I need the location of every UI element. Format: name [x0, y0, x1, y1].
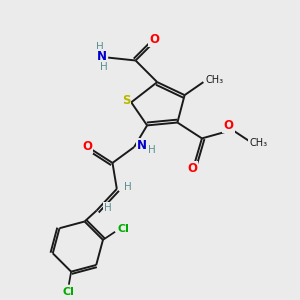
Text: O: O: [224, 119, 233, 132]
Text: H: H: [148, 145, 155, 155]
Text: O: O: [188, 162, 197, 175]
Text: Cl: Cl: [117, 224, 129, 234]
Text: CH₃: CH₃: [249, 138, 267, 148]
Text: O: O: [82, 140, 92, 153]
Text: CH₃: CH₃: [205, 75, 224, 85]
Text: S: S: [122, 94, 130, 107]
Text: N: N: [97, 50, 107, 63]
Text: H: H: [100, 62, 108, 72]
Text: O: O: [149, 33, 159, 46]
Text: N: N: [137, 139, 147, 152]
Text: H: H: [124, 182, 132, 192]
Text: H: H: [96, 42, 104, 52]
Text: H: H: [104, 203, 112, 213]
Text: Cl: Cl: [62, 287, 74, 297]
